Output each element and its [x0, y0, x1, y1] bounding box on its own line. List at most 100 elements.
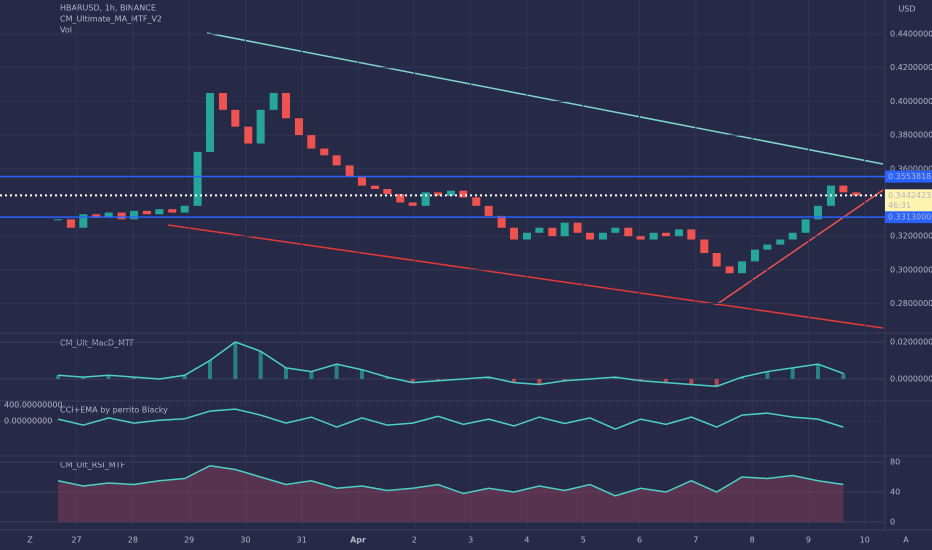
indicator-name: CM_Ultimate_MA_MTF_V2 — [60, 15, 162, 24]
candle — [281, 92, 290, 119]
y-tick-label: 0 — [890, 518, 895, 527]
x-tick-label: 31 — [297, 536, 307, 545]
candle — [636, 236, 645, 240]
candle — [801, 219, 810, 233]
candle — [320, 148, 329, 156]
y-tick-label: 0.02000000 — [890, 338, 932, 347]
histogram-bar — [55, 375, 60, 379]
histogram-bar — [207, 360, 212, 379]
candle — [345, 165, 354, 178]
candle — [231, 109, 240, 127]
x-tick-label: 4 — [524, 536, 529, 545]
x-tick-label: 30 — [240, 536, 250, 545]
x-tick-label: 6 — [637, 536, 642, 545]
level-label: 0.35538185 — [888, 172, 932, 181]
x-tick-label: 8 — [750, 536, 755, 545]
histogram-bar — [283, 367, 288, 379]
candle — [104, 212, 113, 218]
histogram-bar — [638, 378, 643, 381]
candle — [129, 210, 138, 220]
candle — [396, 194, 405, 203]
level-label-box — [885, 211, 932, 224]
zoom-button[interactable]: Z — [27, 536, 33, 545]
candle — [611, 227, 620, 233]
candle — [205, 92, 214, 152]
x-tick-label: 27 — [71, 536, 81, 545]
y-tick-label: 400.00000000 — [4, 401, 63, 410]
countdown: 46:31 — [888, 201, 911, 210]
indicator-line — [57, 408, 844, 430]
candle — [256, 109, 265, 144]
x-tick-label: 9 — [806, 536, 811, 545]
candle — [548, 227, 557, 237]
x-tick-label: 28 — [128, 536, 138, 545]
x-tick-label: 29 — [184, 536, 194, 545]
histogram-bar — [765, 371, 770, 379]
candle — [142, 210, 151, 215]
histogram-bar — [613, 377, 618, 379]
candle — [738, 261, 747, 274]
candle — [522, 232, 531, 240]
histogram-bar — [182, 375, 187, 379]
candle — [788, 232, 797, 240]
candle — [839, 185, 848, 193]
candle — [193, 151, 202, 206]
candle — [712, 253, 721, 267]
x-tick-label: 2 — [412, 536, 417, 545]
candle — [459, 190, 468, 198]
histogram-bar — [790, 367, 795, 379]
candle — [725, 266, 734, 274]
candle — [446, 190, 455, 196]
candle — [535, 227, 544, 233]
candle — [814, 205, 823, 220]
candle — [168, 209, 177, 213]
candle — [433, 192, 442, 196]
candle — [586, 232, 594, 240]
candle — [649, 232, 658, 240]
x-tick-label: Apr — [350, 536, 366, 545]
candle — [370, 185, 379, 189]
candle — [776, 239, 785, 245]
histogram-bar — [233, 342, 238, 379]
histogram-bar — [385, 377, 390, 379]
indicator-name: CCI+EMA by perrito Blacky — [60, 406, 168, 415]
candle — [509, 227, 518, 240]
x-tick-label: 10 — [860, 536, 870, 545]
y-tick-label: 0.00000000 — [4, 417, 52, 426]
indicator-name: Vol — [60, 26, 72, 35]
auto-button[interactable]: A — [903, 536, 909, 545]
histogram-bar — [841, 373, 846, 379]
candle — [560, 222, 569, 237]
histogram-bar — [816, 364, 821, 379]
candle — [421, 192, 430, 206]
candle — [244, 126, 253, 144]
candle — [155, 209, 164, 215]
last-price-label: 0.34424237 — [888, 191, 932, 200]
x-tick-label: 7 — [693, 536, 698, 545]
histogram-bar — [334, 364, 339, 379]
candle — [92, 214, 101, 218]
histogram-bar — [714, 378, 719, 387]
level-label-box — [885, 170, 932, 183]
candle — [307, 135, 316, 149]
histogram-bar — [486, 377, 491, 379]
candle — [624, 227, 633, 237]
candle — [117, 212, 126, 220]
candle — [852, 192, 861, 196]
histogram-bar — [740, 377, 745, 379]
candle — [218, 92, 227, 110]
histogram-bar — [664, 378, 669, 383]
histogram-bar — [537, 378, 542, 385]
histogram-bar — [435, 378, 440, 381]
candle — [408, 202, 417, 206]
candle — [66, 219, 75, 228]
trendline — [167, 224, 884, 329]
